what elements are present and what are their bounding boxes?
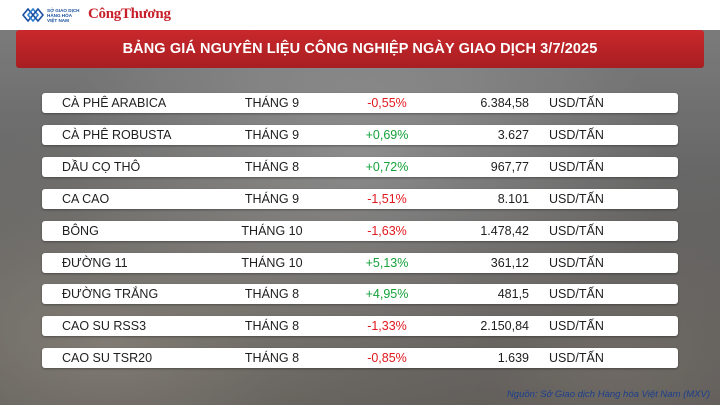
price-unit: USD/TẤN [549,96,604,110]
price-value: 1.639 [497,351,529,366]
logo-bar: SỞ GIAO DỊCH HÀNG HÓA VIỆT NAM CôngThươn… [0,0,720,30]
price-value: 6.384,58 [480,96,529,110]
price-value: 481,5 [497,287,529,302]
price-change: +0,69% [365,127,409,142]
page-title: BẢNG GIÁ NGUYÊN LIỆU CÔNG NGHIỆP NGÀY GI… [122,41,598,57]
commodity-name: CAO SU RSS3 [62,319,147,334]
table-row: CAO SU RSS3 THÁNG 8 -1,33% 2.150,84 USD/TẤN [42,316,678,337]
contract-month: THÁNG 9 [244,127,300,142]
price-change: -1,51% [367,191,407,206]
mxv-logo: SỞ GIAO DỊCH HÀNG HÓA VIỆT NAM [21,3,84,27]
contract-month: THÁNG 9 [244,96,300,110]
commodity-name: CÀ PHÊ ARABICA [62,96,167,110]
price-change: -0,55% [367,96,407,110]
commodity-name: ĐƯỜNG TRẮNG [62,287,159,302]
table-row: CÀ PHÊ ROBUSTA THÁNG 9 +0,69% 3.627 USD/TẤN [42,124,678,145]
table-row: DẦU CỌ THÔ THÁNG 8 +0,72% 967,77 USD/TẤN [42,156,678,177]
price-value: 967,77 [490,159,529,174]
commodity-name: CÀ PHÊ ROBUSTA [62,127,172,142]
price-change: +5,13% [365,255,409,270]
table-row: BÔNG THÁNG 10 -1,63% 1.478,42 USD/TẤN [42,220,678,241]
commodity-name: CAO SU TSR20 [62,351,153,366]
price-change: -0,85% [367,351,407,366]
mxv-logo-icon [21,6,45,24]
commodity-name: DẦU CỌ THÔ [62,159,141,174]
price-value: 8.101 [497,191,529,206]
mxv-logo-text: SỞ GIAO DỊCH HÀNG HÓA VIỆT NAM [47,7,80,23]
contract-month: THÁNG 10 [241,223,303,238]
price-unit: USD/TẤN [549,319,604,334]
price-value: 1.478,42 [480,223,529,238]
contract-month: THÁNG 8 [244,351,300,366]
price-change: -1,63% [367,223,407,238]
price-unit: USD/TẤN [549,159,604,174]
price-unit: USD/TẤN [549,191,604,206]
price-unit: USD/TẤN [549,223,604,238]
table-row: ĐƯỜNG TRẮNG THÁNG 8 +4,95% 481,5 USD/TẤN [42,284,678,305]
commodity-name: ĐƯỜNG 11 [62,255,128,270]
price-unit: USD/TẤN [549,127,604,142]
price-change: -1,33% [367,319,407,334]
table-row: CÀ PHÊ ARABICA THÁNG 9 -0,55% 6.384,58 USD/T… [42,93,678,113]
source-note: Nguồn: Sở Giao dịch Hàng hóa Việt Nam (M… [506,389,710,400]
title-banner: BẢNG GIÁ NGUYÊN LIỆU CÔNG NGHIỆP NGÀY GI… [16,30,704,68]
table-row: CA CAO THÁNG 9 -1,51% 8.101 USD/TẤN [42,188,678,209]
commodity-name: CA CAO [62,191,110,206]
contract-month: THÁNG 8 [244,287,300,302]
table-row: CAO SU TSR20 THÁNG 8 -0,85% 1.639 USD/TẤN [42,348,678,369]
price-value: 361,12 [490,255,529,270]
commodity-name: BÔNG [62,223,99,238]
table-row: ĐƯỜNG 11 THÁNG 10 +5,13% 361,12 USD/TẤN [42,252,678,273]
congthuong-logo: CôngThương [88,6,171,22]
contract-month: THÁNG 8 [244,159,300,174]
price-unit: USD/TẤN [549,351,604,366]
price-value: 2.150,84 [480,319,529,334]
contract-month: THÁNG 9 [244,191,300,206]
price-unit: USD/TẤN [549,255,604,270]
price-unit: USD/TẤN [549,287,604,302]
contract-month: THÁNG 8 [244,319,300,334]
price-change: +0,72% [365,159,409,174]
contract-month: THÁNG 10 [241,255,303,270]
price-change: +4,95% [365,287,409,302]
price-value: 3.627 [497,127,529,142]
